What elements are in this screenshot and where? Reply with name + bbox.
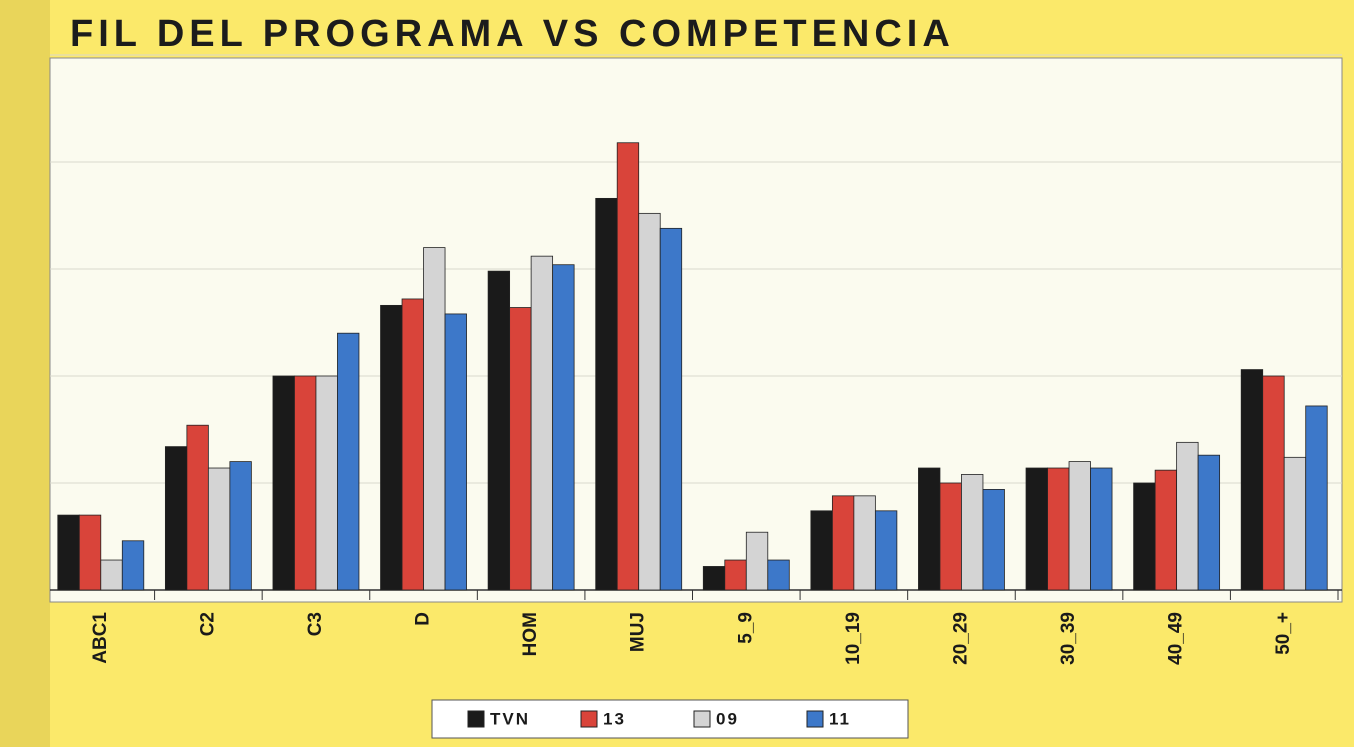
x-tick-label: 50_+ bbox=[1273, 612, 1294, 655]
bar bbox=[1262, 375, 1285, 591]
bar bbox=[638, 212, 661, 591]
bar bbox=[1047, 467, 1070, 591]
x-tick-label: HOM bbox=[520, 612, 541, 656]
bar bbox=[853, 495, 876, 591]
x-tick-label: 20_29 bbox=[950, 612, 971, 665]
bar bbox=[918, 467, 941, 591]
bar bbox=[1133, 482, 1156, 591]
bar bbox=[982, 489, 1005, 591]
legend-label: TVN bbox=[490, 709, 530, 728]
bar bbox=[831, 495, 855, 591]
bar bbox=[702, 566, 726, 591]
bar bbox=[401, 298, 424, 591]
bar bbox=[487, 270, 511, 591]
bar bbox=[1305, 405, 1328, 591]
chart-title: FIL DEL PROGRAMA VS COMPETENCIA bbox=[70, 13, 955, 55]
x-tick-label: C2 bbox=[197, 612, 218, 636]
legend-swatch bbox=[467, 710, 485, 728]
bar bbox=[186, 424, 209, 591]
legend-swatch bbox=[693, 710, 711, 728]
bar bbox=[745, 531, 769, 591]
bar bbox=[616, 142, 640, 591]
bar bbox=[380, 304, 403, 591]
bar bbox=[337, 332, 360, 591]
bar bbox=[78, 514, 102, 591]
bar bbox=[874, 510, 898, 591]
x-tick-label: ABC1 bbox=[90, 612, 111, 664]
bar bbox=[509, 307, 532, 591]
bar bbox=[294, 375, 317, 591]
bar bbox=[1025, 467, 1048, 591]
bar bbox=[552, 264, 575, 591]
bar bbox=[100, 559, 123, 591]
bar bbox=[961, 474, 984, 591]
bar bbox=[315, 375, 338, 591]
bar bbox=[229, 461, 252, 591]
legend-label: 11 bbox=[829, 709, 851, 728]
x-tick-label: 5_9 bbox=[735, 612, 756, 644]
legend-box bbox=[431, 699, 909, 739]
plot-area bbox=[49, 57, 1343, 603]
bar bbox=[272, 375, 295, 591]
legend-label: 13 bbox=[603, 709, 626, 728]
bar bbox=[57, 514, 80, 591]
x-tick-label: C3 bbox=[305, 612, 326, 636]
bar bbox=[810, 510, 833, 591]
bar bbox=[1176, 441, 1199, 591]
x-tick-label: 30_39 bbox=[1058, 612, 1079, 665]
bar bbox=[207, 467, 231, 591]
legend-swatch bbox=[806, 710, 824, 728]
x-tick-label: 40_49 bbox=[1166, 612, 1187, 665]
bar bbox=[724, 559, 747, 591]
bar bbox=[1068, 461, 1091, 591]
bar bbox=[423, 247, 446, 591]
bar bbox=[530, 255, 554, 591]
bar bbox=[595, 197, 618, 591]
legend-swatch bbox=[580, 710, 598, 728]
bar bbox=[939, 482, 962, 591]
bar bbox=[1283, 456, 1307, 591]
bar bbox=[767, 559, 790, 591]
legend-label: 09 bbox=[716, 709, 739, 728]
bar bbox=[1154, 469, 1178, 591]
bar bbox=[1090, 467, 1113, 591]
bar bbox=[659, 227, 683, 591]
x-tick-label: D bbox=[413, 612, 434, 626]
x-tick-label: 10_19 bbox=[843, 612, 864, 665]
bar bbox=[1197, 454, 1221, 591]
bar bbox=[1240, 369, 1264, 591]
bar bbox=[444, 313, 467, 591]
bar bbox=[164, 446, 188, 591]
left-strip bbox=[0, 0, 50, 747]
bar bbox=[121, 540, 145, 591]
x-tick-label: MUJ bbox=[628, 612, 649, 652]
